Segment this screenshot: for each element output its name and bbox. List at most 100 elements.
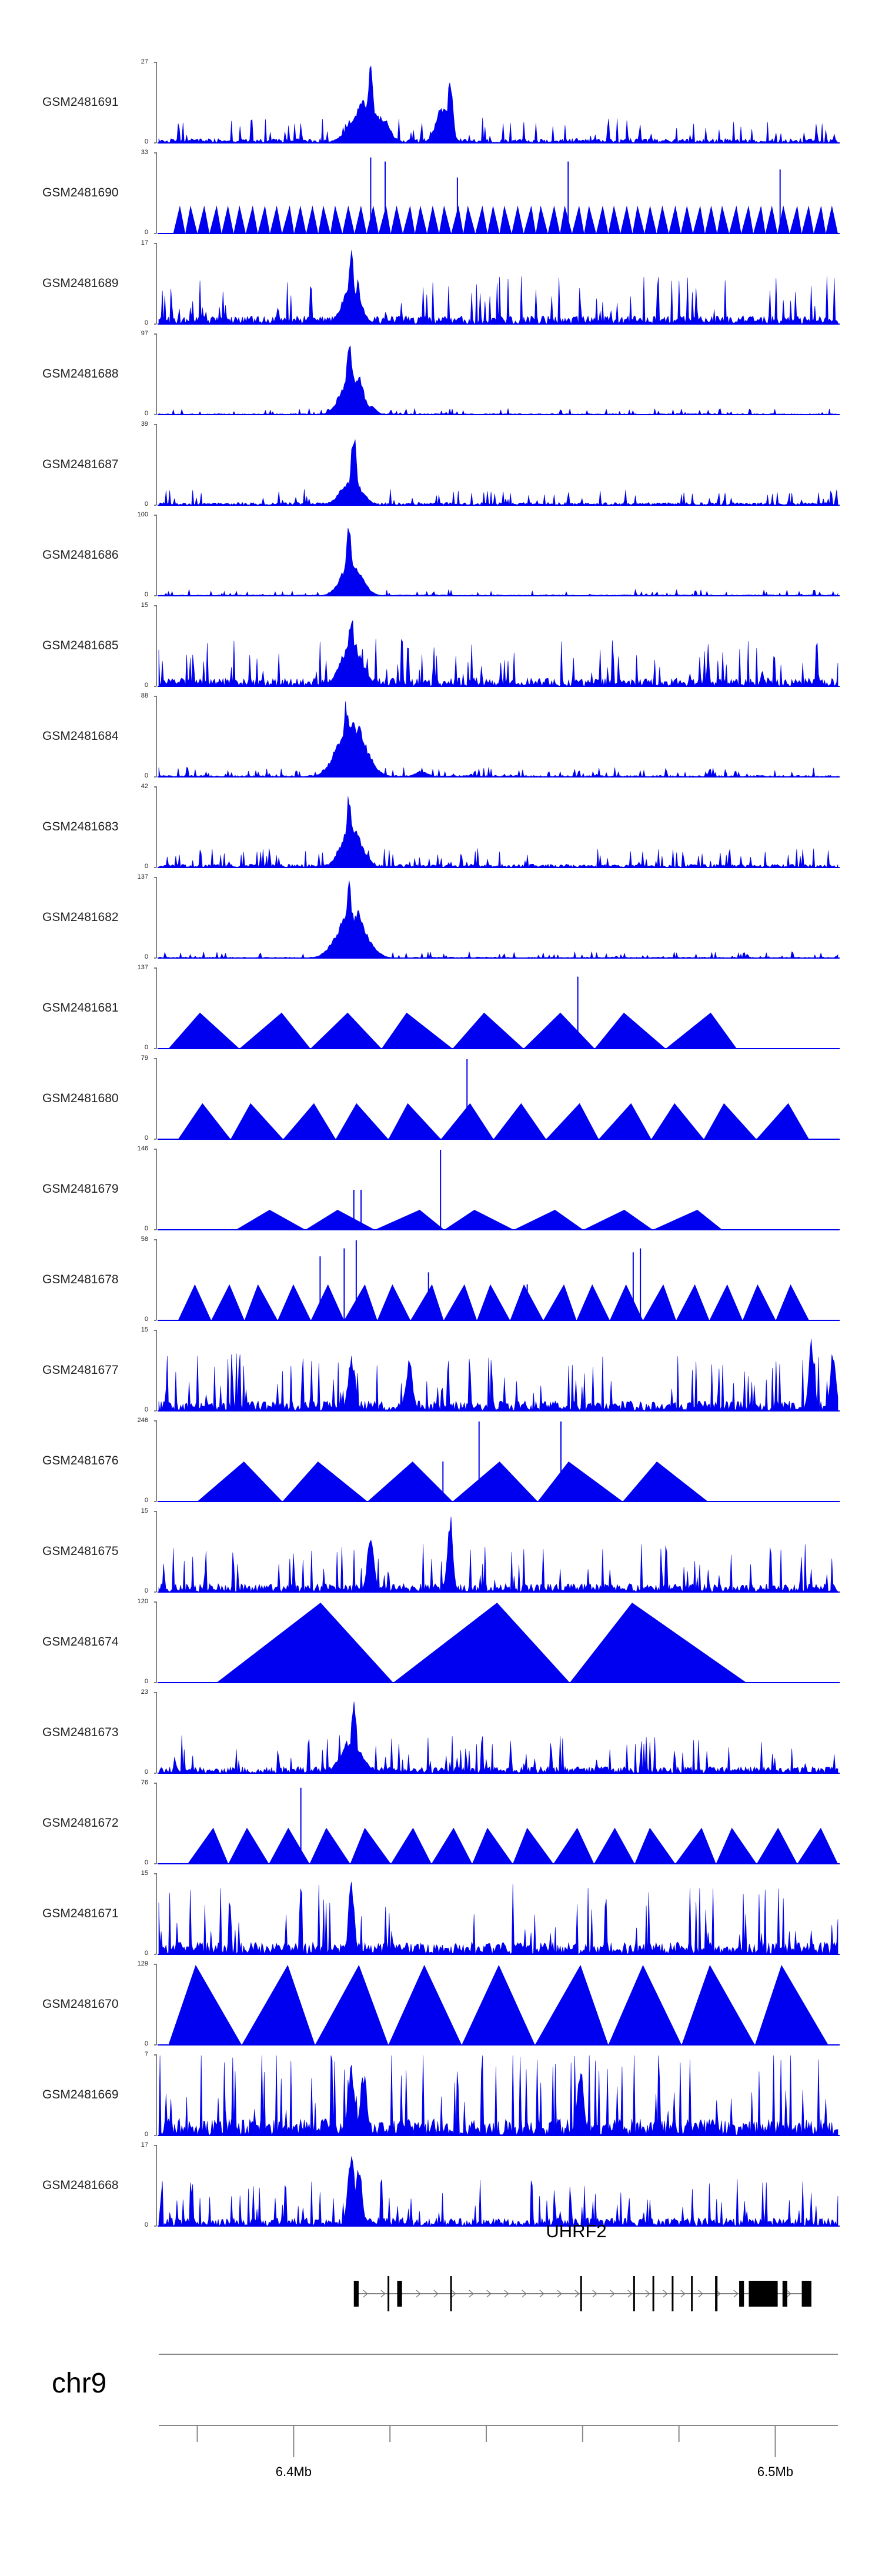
track-label: GSM2481679 — [42, 1182, 119, 1196]
coverage-segment — [368, 1461, 453, 1501]
coverage-segment — [596, 205, 609, 233]
coverage-segment — [547, 205, 560, 233]
coverage-segment — [716, 1827, 757, 1864]
track-y-axis — [154, 1330, 157, 1412]
track-ymin-label: 0 — [144, 319, 148, 326]
coverage-area — [158, 2055, 838, 2136]
track-plot — [154, 1511, 840, 1593]
coverage-segment — [245, 205, 258, 233]
gene-exon — [633, 2276, 635, 2311]
gene-label: UHRF2 — [546, 2221, 606, 2241]
track-y-axis — [154, 1964, 157, 2046]
track-y-axis — [154, 1058, 157, 1140]
track-ymin-label: 0 — [144, 1950, 148, 1957]
track-ymax-label: 120 — [137, 1598, 148, 1605]
track-ymax-label: 23 — [141, 1689, 148, 1696]
track-plot — [154, 515, 840, 596]
track-y-axis — [154, 605, 157, 687]
track-y-axis — [154, 424, 157, 506]
track-plot — [154, 243, 840, 325]
track-label: GSM2481682 — [42, 910, 119, 924]
coverage-segment — [634, 1827, 676, 1864]
gene-exon — [397, 2281, 402, 2307]
track-ymax-label: 76 — [141, 1779, 148, 1786]
track-ymin-label: 0 — [144, 2131, 148, 2138]
track-label: GSM2481689 — [42, 276, 119, 290]
track-plot — [154, 967, 840, 1049]
track-ymin-label: 0 — [144, 1769, 148, 1776]
coverage-segment — [777, 205, 790, 233]
coverage-segment — [487, 205, 500, 233]
track-plot — [154, 1964, 840, 2046]
coverage-segment — [656, 205, 669, 233]
coverage-segment — [765, 205, 778, 233]
coverage-segment — [599, 1103, 652, 1139]
coverage-area — [158, 65, 838, 144]
track-ymax-label: 39 — [141, 421, 148, 428]
gene-exon — [353, 2281, 359, 2307]
coverage-segment — [197, 1461, 283, 1501]
strand-arrow — [522, 2290, 527, 2298]
gene-axis-panel: UHRF2 chr9 6.4Mb 6.5Mb — [52, 2221, 838, 2479]
genome-axis-ticks: 6.4Mb 6.5Mb — [196, 2425, 793, 2479]
track-plot — [154, 152, 840, 234]
coverage-segment — [310, 1284, 345, 1320]
track-label: GSM2481685 — [42, 639, 119, 652]
coverage-segment — [244, 1284, 278, 1320]
track-plot — [154, 1058, 840, 1140]
coverage-segment — [669, 205, 681, 233]
coverage-segment — [283, 1103, 336, 1139]
track-label: GSM2481669 — [42, 2088, 119, 2101]
track-ymax-label: 27 — [141, 58, 148, 65]
track-label: GSM2481671 — [42, 1907, 119, 1920]
coverage-area — [158, 620, 838, 687]
coverage-segment — [729, 205, 741, 233]
track-y-axis — [154, 786, 157, 868]
coverage-segment — [431, 1827, 472, 1864]
coverage-segment — [584, 205, 596, 233]
coverage-segment — [173, 205, 186, 233]
coverage-segment — [427, 205, 439, 233]
coverage-segment — [704, 205, 717, 233]
coverage-segment — [742, 1284, 776, 1320]
coverage-segment — [342, 205, 355, 233]
track-y-axis — [154, 1692, 157, 1774]
coverage-segment — [230, 1103, 283, 1139]
strand-arrow — [504, 2290, 509, 2298]
track-label: GSM2481691 — [42, 95, 119, 109]
coverage-segment — [168, 1012, 240, 1049]
track-ymax-label: 100 — [137, 511, 148, 518]
track-y-axis — [154, 877, 157, 959]
coverage-segment — [741, 205, 754, 233]
track-label: GSM2481681 — [42, 1001, 119, 1015]
track-ymax-label: 15 — [141, 602, 148, 609]
coverage-segment — [305, 1210, 375, 1230]
strand-arrow — [416, 2290, 421, 2298]
track-ymax-label: 129 — [137, 1960, 148, 1967]
track-ymin-label: 0 — [144, 591, 148, 598]
coverage-segment — [185, 205, 198, 233]
coverage-segment — [536, 205, 548, 233]
track-ymax-label: 79 — [141, 1055, 148, 1062]
coverage-segment — [443, 1284, 477, 1320]
coverage-segment — [318, 205, 330, 233]
strand-arrow — [698, 2290, 703, 2298]
coverage-segment — [644, 205, 657, 233]
coverage-segment — [294, 205, 306, 233]
coverage-area — [158, 1881, 838, 1955]
coverage-segment — [233, 205, 246, 233]
strand-arrow — [451, 2290, 456, 2298]
strand-arrow — [680, 2290, 686, 2298]
coverage-segment — [623, 1461, 708, 1501]
track-ymax-label: 246 — [137, 1417, 148, 1424]
track-ymin-label: 0 — [144, 410, 148, 417]
coverage-segment — [462, 1965, 535, 2045]
coverage-segment — [513, 1827, 554, 1864]
strand-arrow — [469, 2290, 474, 2298]
track-plot — [154, 1783, 840, 1864]
track-y-axis — [154, 967, 157, 1049]
track-ymax-label: 97 — [141, 330, 148, 337]
coverage-segment — [309, 1827, 350, 1864]
track-ymin-label: 0 — [144, 500, 148, 508]
coverage-area — [158, 345, 838, 415]
